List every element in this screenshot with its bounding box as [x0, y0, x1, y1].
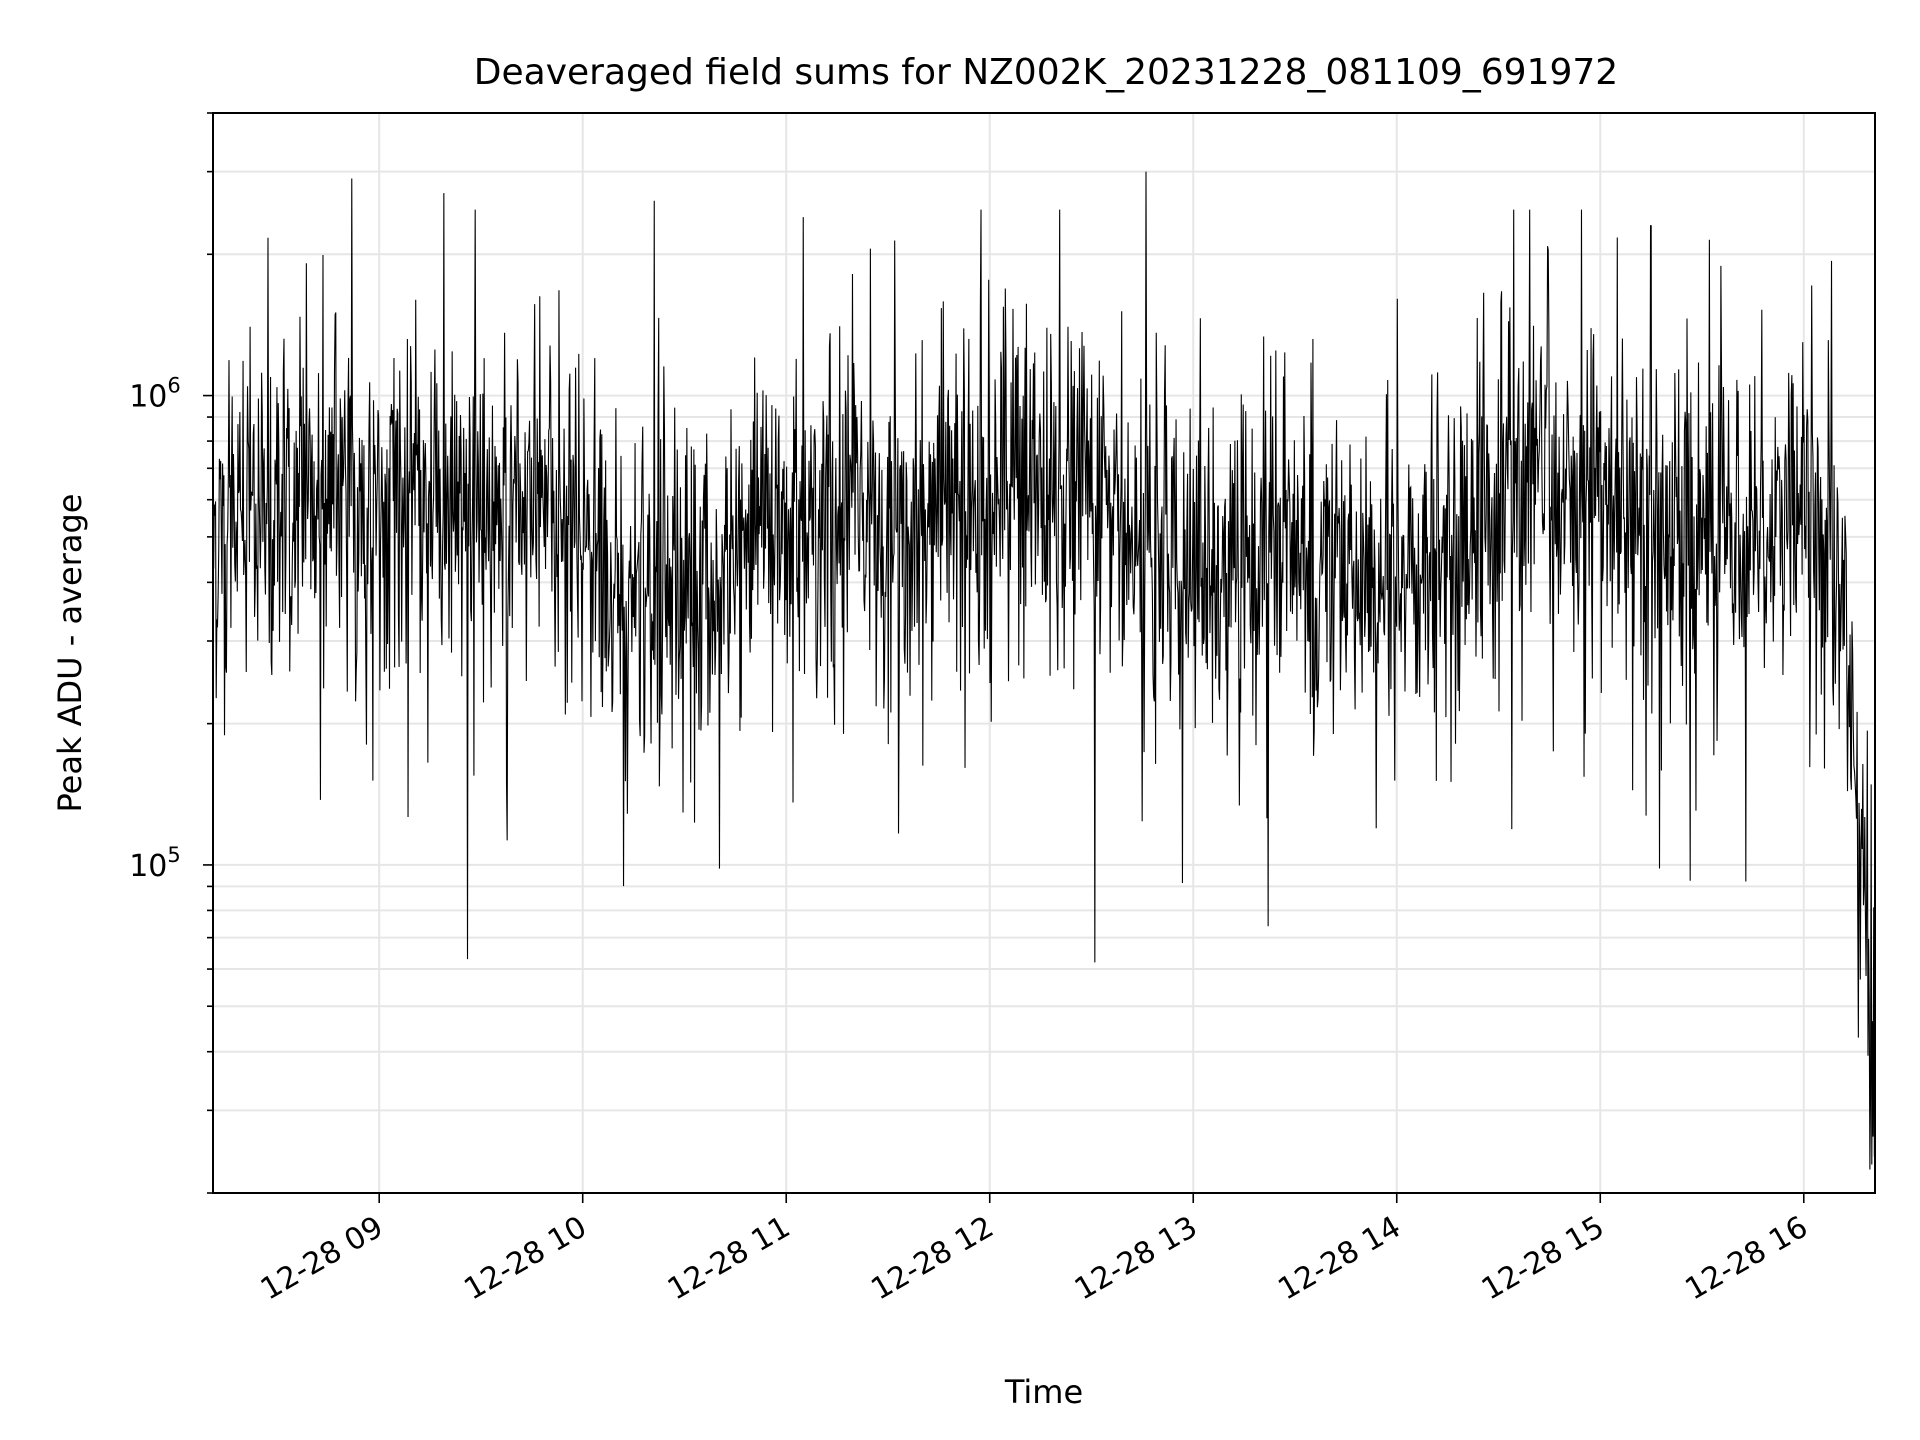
y-tick-label: 106	[129, 374, 181, 415]
y-tick-exponent: 5	[167, 843, 180, 867]
chart-title: Deaveraged field sums for NZ002K_2023122…	[474, 52, 1618, 93]
y-tick-base: 10	[129, 849, 167, 884]
y-axis-label: Peak ADU - average	[51, 494, 89, 813]
series-line-group	[213, 171, 1875, 1170]
y-tick-base: 10	[129, 380, 167, 415]
y-tick-exponent: 6	[167, 374, 180, 398]
x-axis-label: Time	[1004, 1373, 1083, 1411]
y-tick-label: 105	[129, 843, 181, 884]
plot-frame	[212, 112, 1876, 1194]
series-line	[213, 171, 1875, 1170]
